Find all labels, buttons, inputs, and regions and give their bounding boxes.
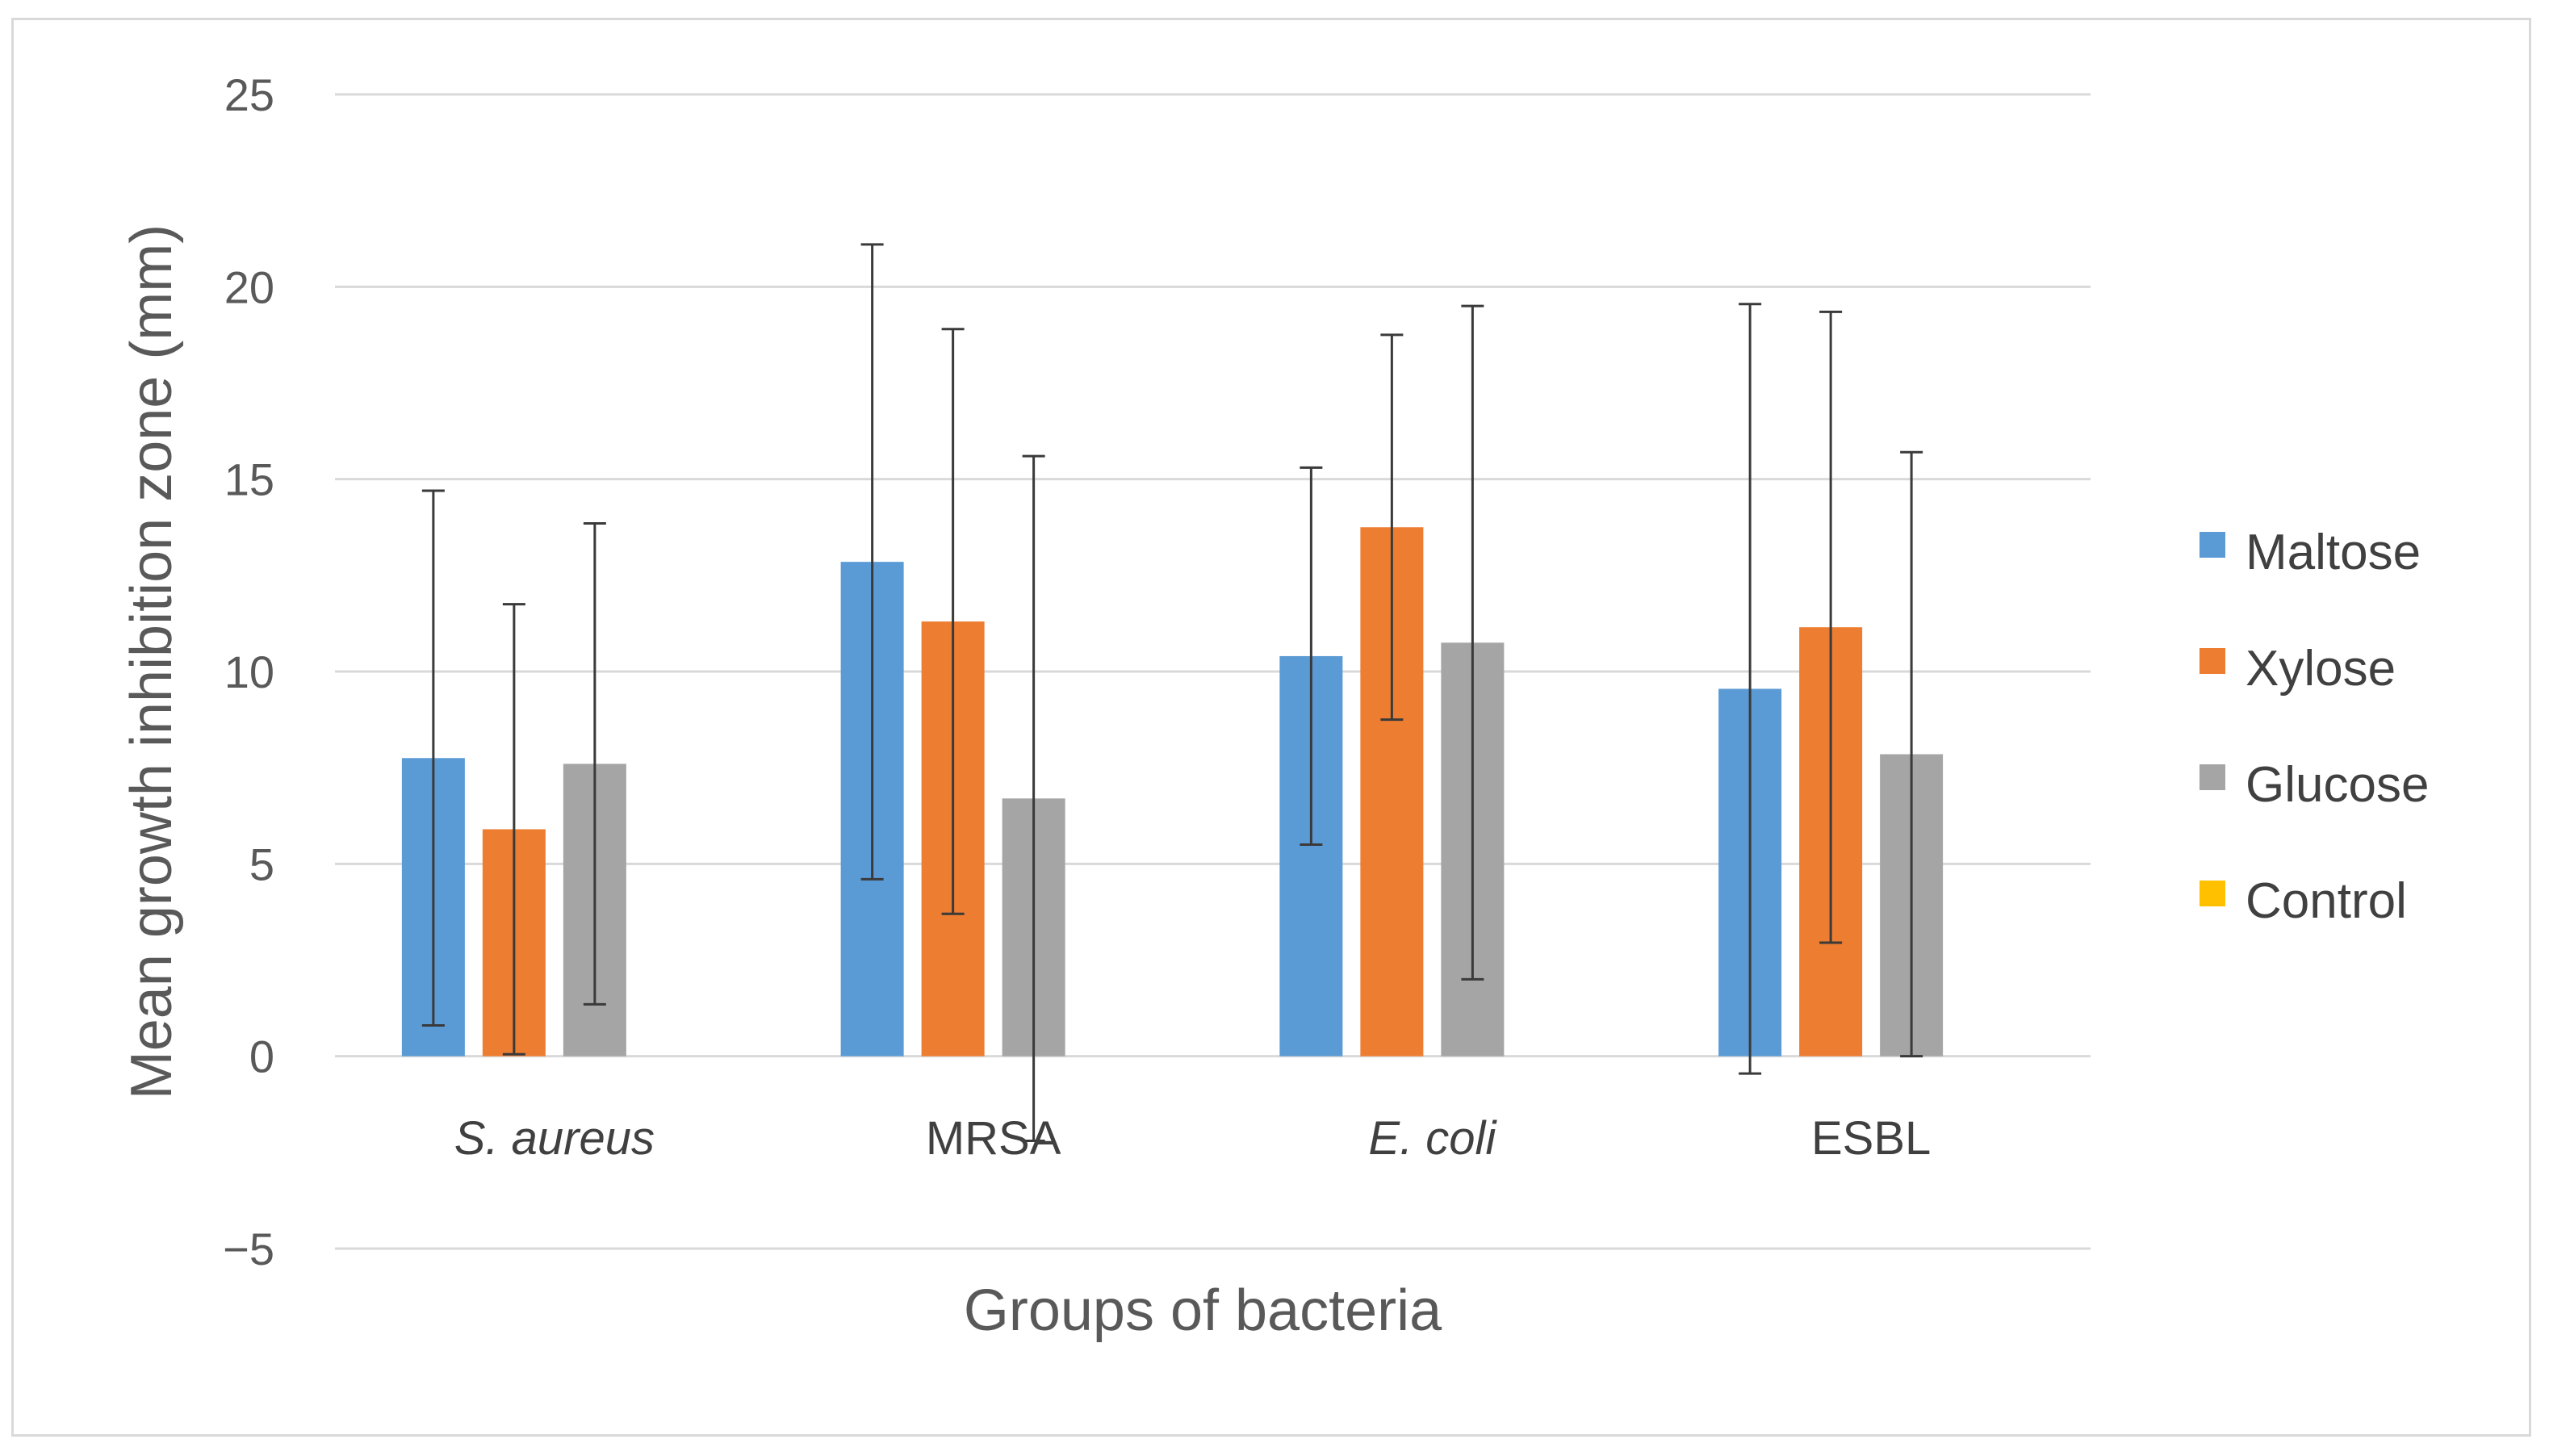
x-axis-title: Groups of bacteria (964, 1278, 1442, 1343)
y-tick-label: 15 (224, 454, 274, 505)
legend: Maltose Xylose Glucose Control (2200, 525, 2429, 929)
legend-item-glucose: Glucose (2200, 757, 2429, 813)
category-label: ESBL (1811, 1112, 1931, 1165)
error-bar (1739, 303, 1762, 1075)
error-bar (1300, 466, 1323, 846)
error-bar (502, 603, 525, 1056)
error-bar (1461, 304, 1484, 981)
error-bar (941, 328, 965, 915)
category-label: S. aureus (454, 1112, 655, 1165)
legend-swatch (2200, 532, 2225, 558)
legend-item-control: Control (2200, 873, 2407, 929)
y-tick-label: 20 (224, 261, 274, 312)
x-axis-categories: S. aureus MRSA E. coli ESBL (454, 1112, 1932, 1165)
chart-frame (11, 18, 2531, 1437)
legend-swatch (2200, 881, 2225, 906)
gridlines (335, 93, 2091, 1250)
y-tick-label: 25 (224, 69, 274, 120)
error-bar (421, 489, 445, 1027)
legend-item-xylose: Xylose (2200, 641, 2396, 697)
category-label: MRSA (926, 1112, 1061, 1165)
error-bar (860, 243, 884, 881)
error-bars (421, 243, 1923, 1143)
error-bar (583, 521, 606, 1006)
legend-label: Xylose (2246, 641, 2396, 697)
y-tick-label: −5 (223, 1224, 274, 1274)
error-bar (1900, 450, 1923, 1058)
bars (401, 527, 1944, 1056)
error-bar (1819, 310, 1843, 944)
legend-item-maltose: Maltose (2200, 525, 2421, 580)
y-tick-label: 10 (224, 646, 274, 697)
error-bar (1380, 333, 1404, 722)
y-tick-label: 5 (249, 839, 274, 889)
y-axis-ticks: −5 0 5 10 15 20 25 (223, 69, 274, 1274)
legend-label: Maltose (2246, 525, 2421, 580)
legend-swatch (2200, 648, 2225, 674)
error-bar (1022, 454, 1045, 1143)
legend-swatch (2200, 764, 2225, 790)
y-axis-title: Mean growth inhibition zone (mm) (119, 224, 184, 1099)
y-tick-label: 0 (249, 1031, 274, 1082)
category-label: E. coli (1368, 1112, 1497, 1165)
legend-label: Glucose (2246, 757, 2429, 813)
legend-label: Control (2246, 873, 2407, 929)
